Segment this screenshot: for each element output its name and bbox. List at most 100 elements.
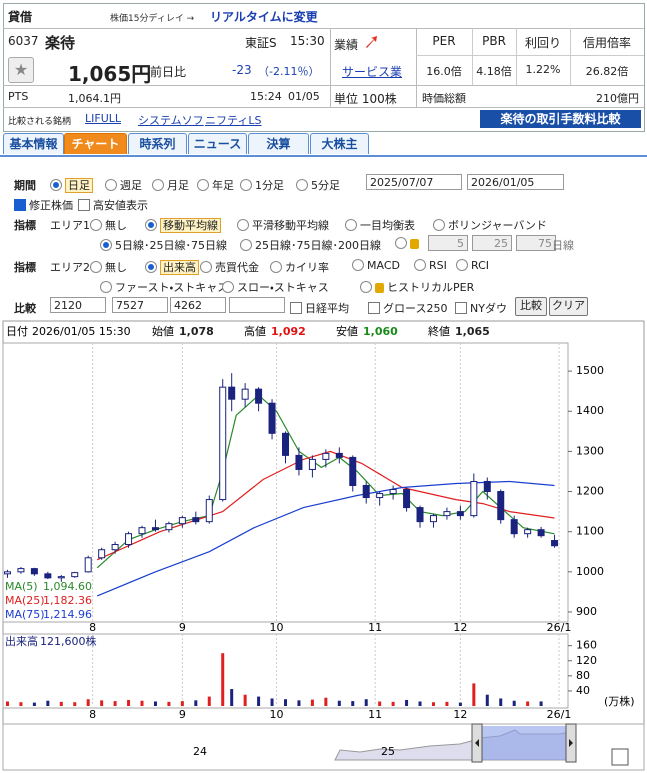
tab[interactable]: ニュース bbox=[188, 133, 247, 154]
indicator-option[interactable]: ヒストリカルPER bbox=[360, 279, 474, 295]
radio[interactable] bbox=[345, 219, 357, 231]
ma-option[interactable]: 5日線･25日線･75日線 bbox=[100, 237, 227, 253]
tab[interactable]: 時系列 bbox=[128, 133, 187, 154]
radio[interactable] bbox=[105, 179, 117, 191]
check-box[interactable] bbox=[455, 302, 467, 314]
tab[interactable]: 大株主 bbox=[310, 133, 369, 154]
radio[interactable] bbox=[360, 281, 372, 293]
period-option[interactable]: 週足 bbox=[105, 177, 142, 193]
radio[interactable] bbox=[222, 281, 234, 293]
indicator-option[interactable]: カイリ率 bbox=[270, 259, 329, 275]
indicator-option[interactable]: RSI bbox=[414, 259, 447, 272]
button[interactable]: クリア bbox=[549, 297, 588, 316]
navigator-selection[interactable] bbox=[478, 726, 570, 760]
radio[interactable] bbox=[200, 261, 212, 273]
radio[interactable] bbox=[240, 239, 252, 251]
radio[interactable] bbox=[456, 259, 468, 271]
indicator-option[interactable]: 無し bbox=[90, 259, 127, 275]
radio[interactable] bbox=[395, 237, 407, 249]
option-label: 平滑移動平均線 bbox=[252, 219, 329, 232]
divider bbox=[3, 107, 644, 108]
radio[interactable] bbox=[433, 219, 445, 231]
radio[interactable] bbox=[270, 261, 282, 273]
candle-body bbox=[389, 489, 397, 495]
indicator-option[interactable]: ファースト・ストキャス bbox=[100, 279, 228, 295]
custom-input[interactable]: 25 bbox=[472, 235, 512, 251]
custom-input[interactable]: 5 bbox=[428, 235, 468, 251]
candle-body bbox=[349, 456, 357, 487]
radio[interactable] bbox=[296, 179, 308, 191]
option-label: MACD bbox=[367, 259, 400, 272]
compare-link[interactable]: ニフティLS bbox=[205, 114, 262, 127]
checkbox[interactable]: グロース250 bbox=[368, 300, 447, 316]
radio[interactable] bbox=[50, 179, 62, 191]
indicator-option[interactable]: 無し bbox=[90, 217, 127, 233]
radio[interactable] bbox=[152, 179, 164, 191]
market-cap: 210億円 bbox=[596, 92, 639, 105]
candle-body bbox=[322, 452, 330, 460]
date-from[interactable]: 2025/07/07 bbox=[366, 174, 462, 190]
radio[interactable] bbox=[145, 219, 157, 231]
performance-icon[interactable] bbox=[364, 35, 378, 49]
sector-link[interactable]: サービス業 bbox=[342, 65, 403, 79]
indicator-option[interactable]: 出来高 bbox=[145, 259, 199, 275]
tab[interactable]: 決算 bbox=[248, 133, 309, 154]
period-option[interactable]: 年足 bbox=[197, 177, 234, 193]
button[interactable]: 比較 bbox=[515, 297, 547, 316]
market-cap-label: 時価総額 bbox=[422, 92, 466, 105]
radio[interactable] bbox=[197, 179, 209, 191]
banner[interactable]: 楽待の取引手数料比較 bbox=[480, 110, 641, 128]
radio[interactable] bbox=[145, 261, 157, 273]
compare-input[interactable]: 2120 bbox=[50, 297, 106, 313]
favorite-button[interactable]: ★ bbox=[8, 57, 34, 83]
compare-input[interactable] bbox=[229, 297, 285, 313]
check-box[interactable] bbox=[368, 302, 380, 314]
custom-input[interactable]: 75 bbox=[516, 235, 556, 251]
check-box[interactable] bbox=[78, 199, 90, 211]
period-option[interactable]: 1分足 bbox=[240, 177, 284, 193]
indicator-option[interactable]: 移動平均線 bbox=[145, 217, 221, 233]
compare-input[interactable]: 4262 bbox=[170, 297, 226, 313]
tab[interactable]: チャート bbox=[64, 133, 127, 154]
check-box[interactable] bbox=[290, 302, 302, 314]
checkbox[interactable]: 日経平均 bbox=[290, 300, 349, 316]
x-tick-label: 10 bbox=[270, 708, 284, 721]
volume-label: 出来高 bbox=[5, 634, 38, 648]
divider bbox=[3, 28, 644, 29]
radio[interactable] bbox=[352, 259, 364, 271]
indicator-option[interactable]: 一目均衡表 bbox=[345, 217, 415, 233]
check-box[interactable] bbox=[14, 199, 26, 211]
radio[interactable] bbox=[90, 219, 102, 231]
period-option[interactable]: 5分足 bbox=[296, 177, 340, 193]
indicator-option[interactable]: 平滑移動平均線 bbox=[237, 217, 329, 233]
checkbox[interactable]: 高安値表示 bbox=[78, 197, 148, 213]
indicator-option[interactable]: 売買代金 bbox=[200, 259, 259, 275]
radio[interactable] bbox=[237, 219, 249, 231]
radio[interactable] bbox=[90, 261, 102, 273]
candle-body bbox=[416, 507, 424, 523]
custom-option[interactable] bbox=[395, 237, 422, 250]
radio[interactable] bbox=[100, 239, 112, 251]
indicator-option[interactable]: RCI bbox=[456, 259, 489, 272]
indicator-option[interactable]: ボリンジャーバンド bbox=[433, 217, 547, 233]
date-to[interactable]: 2026/01/05 bbox=[467, 174, 564, 190]
radio[interactable] bbox=[100, 281, 112, 293]
candle-body bbox=[295, 454, 303, 470]
compare-link[interactable]: システムソフ bbox=[138, 114, 204, 127]
indicator-option[interactable]: MACD bbox=[352, 259, 400, 272]
radio[interactable] bbox=[240, 179, 252, 191]
divider bbox=[516, 28, 517, 85]
compare-link[interactable]: LIFULL bbox=[85, 112, 122, 125]
checkbox[interactable]: NYダウ bbox=[455, 300, 507, 316]
expand-button[interactable] bbox=[611, 748, 629, 766]
radio[interactable] bbox=[414, 259, 426, 271]
checkbox[interactable]: 修正株価 bbox=[14, 197, 73, 213]
compare-input[interactable]: 7527 bbox=[112, 297, 168, 313]
indicator-option[interactable]: スロー・ストキャス bbox=[222, 279, 329, 295]
tab[interactable]: 基本情報 bbox=[3, 133, 64, 154]
volume-bar bbox=[127, 699, 131, 706]
ma-option[interactable]: 25日線･75日線･200日線 bbox=[240, 237, 381, 253]
period-option[interactable]: 月足 bbox=[152, 177, 189, 193]
realtime-link[interactable]: リアルタイムに変更 bbox=[210, 10, 318, 24]
period-option[interactable]: 日足 bbox=[50, 177, 93, 193]
